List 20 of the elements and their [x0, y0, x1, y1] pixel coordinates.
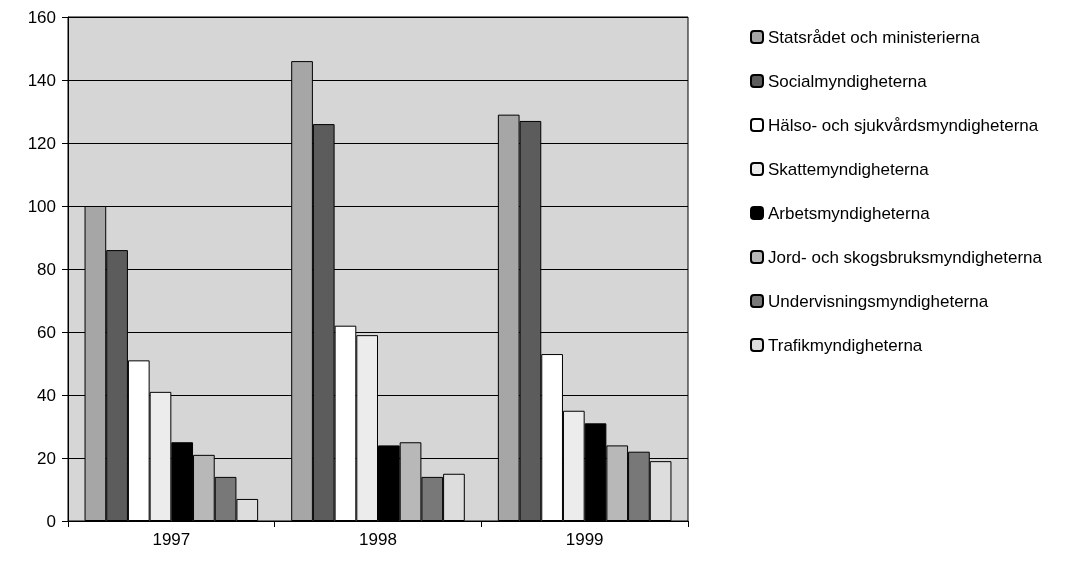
y-tick-label: 40: [37, 385, 56, 405]
legend-label: Statsrådet och ministerierna: [768, 27, 981, 47]
legend-label: Socialmyndigheterna: [768, 71, 928, 91]
x-tick-label: 1998: [359, 530, 397, 549]
y-tick-label: 160: [27, 7, 56, 27]
legend-label: Arbetsmyndigheterna: [768, 203, 931, 223]
y-tick-label: 20: [37, 448, 56, 468]
y-tick-label: 120: [27, 133, 56, 153]
legend-label: Undervisningsmyndigheterna: [768, 291, 989, 311]
legend-label: Jord- och skogsbruksmyndigheterna: [768, 247, 1043, 267]
legend-label: Trafikmyndigheterna: [768, 335, 923, 355]
y-tick-label: 100: [27, 196, 56, 216]
y-tick-label: 0: [46, 511, 56, 531]
y-tick-label: 60: [37, 322, 56, 342]
x-tick-label: 1997: [152, 530, 191, 549]
legend-label: Skattemyndigheterna: [768, 159, 930, 179]
legend-label: Hälso- och sjukvårdsmyndigheterna: [768, 115, 1039, 135]
y-tick-label: 140: [27, 70, 56, 90]
y-tick-label: 80: [37, 259, 56, 279]
x-tick-label: 1999: [565, 530, 604, 549]
